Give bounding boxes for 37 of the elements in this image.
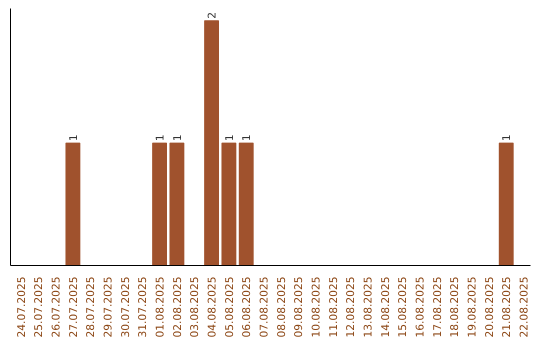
x-tick-label: 28.07.2025 (84, 276, 98, 338)
x-tick-label: 09.08.2025 (292, 276, 306, 338)
x-tick-label: 05.08.2025 (222, 276, 236, 338)
x-tick-label: 17.08.2025 (430, 276, 444, 338)
data-label: 1 (170, 134, 184, 142)
x-tick-label: 02.08.2025 (170, 276, 184, 338)
x-tick-label: 10.08.2025 (310, 276, 323, 338)
x-tick-label: 30.07.2025 (118, 276, 132, 338)
x-tick-label: 06.08.2025 (240, 276, 254, 338)
x-tick-label: 31.07.2025 (136, 276, 150, 338)
x-tick-label: 19.08.2025 (466, 276, 479, 338)
x-tick-label: 18.08.2025 (448, 276, 462, 338)
x-tick-label: 08.08.2025 (274, 276, 288, 338)
x-tick-label: 27.07.2025 (66, 276, 80, 338)
x-tick-label: 26.07.2025 (50, 276, 63, 338)
data-label: 2 (206, 12, 219, 19)
x-tick-label: 24.07.2025 (14, 276, 28, 338)
x-tick-label: 11.08.2025 (326, 276, 340, 338)
x-tick-label: 03.08.2025 (188, 276, 202, 338)
data-label: 1 (222, 134, 236, 142)
data-label: 1 (154, 134, 167, 142)
x-tick-label: 13.08.2025 (362, 276, 375, 338)
x-tick-label: 16.08.2025 (414, 276, 427, 338)
x-tick-label: 12.08.2025 (344, 276, 358, 338)
x-tick-label: 15.08.2025 (396, 276, 410, 338)
x-tick-label: 20.08.2025 (482, 276, 496, 338)
x-tick-label: 21.08.2025 (500, 276, 514, 338)
x-tick-label: 25.07.2025 (32, 276, 46, 338)
x-tick-label: 14.08.2025 (378, 276, 392, 338)
x-tick-label: 22.08.2025 (518, 276, 531, 338)
data-label: 1 (66, 134, 80, 142)
x-tick-label: 04.08.2025 (206, 276, 219, 338)
data-label: 1 (240, 134, 254, 142)
x-tick-label: 29.07.2025 (102, 276, 115, 338)
data-label: 1 (500, 134, 514, 142)
x-tick-label: 01.08.2025 (154, 276, 167, 338)
x-tick-label: 07.08.2025 (258, 276, 271, 338)
